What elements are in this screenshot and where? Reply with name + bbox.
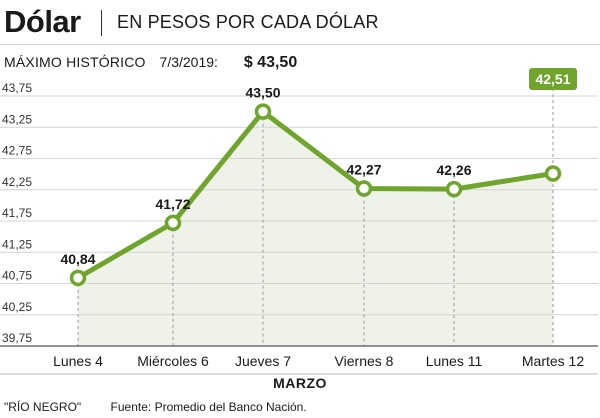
y-tick-label: 43,25 xyxy=(2,112,32,126)
chart-header: Dólar EN PESOS POR CADA DÓLAR xyxy=(0,0,600,44)
footer: "RÍO NEGRO" Fuente: Promedio del Banco N… xyxy=(4,400,307,414)
title-separator xyxy=(101,10,102,36)
footer-source: Fuente: Promedio del Banco Nación. xyxy=(110,400,307,414)
data-label: 43,50 xyxy=(245,85,280,101)
y-tick-label: 41,25 xyxy=(2,237,32,251)
data-label: 42,27 xyxy=(346,162,381,178)
data-point xyxy=(445,180,463,198)
data-point xyxy=(544,165,562,182)
historic-max-label: MÁXIMO HISTÓRICO xyxy=(4,54,146,70)
data-point xyxy=(164,214,182,232)
data-point xyxy=(69,269,87,287)
x-tick-label: Lunes 4 xyxy=(53,353,103,369)
y-tick-label: 42,75 xyxy=(2,144,32,158)
x-tick-label: Viernes 8 xyxy=(335,353,394,369)
chart-subtitle: EN PESOS POR CADA DÓLAR xyxy=(117,12,379,32)
y-tick-label: 40,25 xyxy=(2,300,32,314)
historic-max-date: 7/3/2019: xyxy=(159,54,218,70)
chart-title: Dólar xyxy=(4,4,81,39)
series-line xyxy=(75,109,556,281)
x-tick-label: Miércoles 6 xyxy=(137,353,209,369)
data-point xyxy=(355,180,373,197)
data-point xyxy=(254,103,272,120)
historic-max-value: $ 43,50 xyxy=(243,54,298,71)
historic-max-row: MÁXIMO HISTÓRICO 7/3/2019: $ 43,50 xyxy=(4,54,297,72)
x-tick-label: Martes 12 xyxy=(522,353,584,369)
data-label: 42,51 xyxy=(535,71,570,87)
data-label: 40,84 xyxy=(60,251,95,267)
x-tick-label: Jueves 7 xyxy=(235,353,291,369)
y-tick-label: 40,75 xyxy=(2,269,32,283)
area-fill xyxy=(78,111,553,346)
y-tick-label: 39,75 xyxy=(2,331,32,345)
y-tick-label: 41,75 xyxy=(2,206,32,220)
x-axis-title: MARZO xyxy=(273,375,327,391)
header-divider xyxy=(0,44,600,45)
highlight-badge xyxy=(529,68,577,90)
y-tick-label: 42,25 xyxy=(2,175,32,189)
footer-credit: "RÍO NEGRO" xyxy=(4,400,82,414)
data-label: 42,26 xyxy=(436,162,471,178)
data-label: 41,72 xyxy=(155,196,190,212)
x-tick-label: Lunes 11 xyxy=(426,353,483,369)
y-tick-label: 43,75 xyxy=(2,81,32,95)
